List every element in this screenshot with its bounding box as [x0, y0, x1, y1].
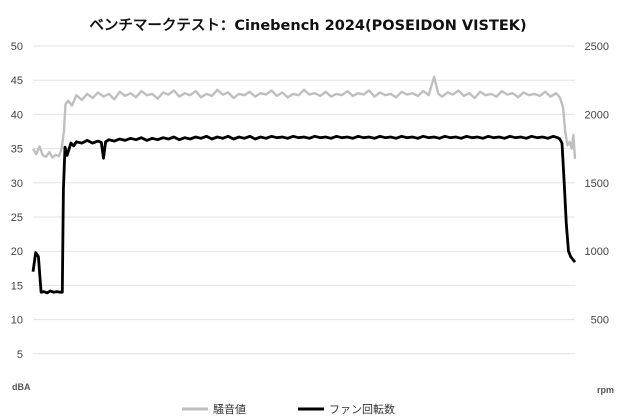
legend: 騒音値 ファン回転数: [182, 402, 395, 416]
chart-title: ベンチマークテスト：Cinebench 2024(POSEIDON VISTEK…: [89, 17, 526, 34]
noise-series-line: [31, 75, 577, 159]
left-tick-label: 10: [11, 315, 23, 327]
right-axis-unit: rpm: [597, 385, 614, 395]
legend-label: ファン回転数: [329, 403, 395, 416]
left-tick-label: 45: [11, 75, 23, 87]
left-tick-label: 35: [11, 144, 23, 156]
left-tick-label: 50: [11, 41, 23, 53]
series-lines: [31, 75, 577, 295]
left-tick-label: 30: [11, 178, 23, 190]
left-tick-label: 5: [17, 349, 23, 361]
left-axis-ticks: 5 10 15 20 25 30 35 40 45 50: [11, 41, 23, 361]
right-tick-label: 2000: [585, 109, 609, 121]
gridlines: [33, 45, 575, 355]
fan-rpm-series-line: [31, 134, 577, 295]
legend-label: 騒音値: [213, 402, 246, 416]
right-tick-label: 1000: [585, 246, 609, 258]
right-tick-label: 500: [591, 315, 609, 327]
right-tick-label: 1500: [585, 178, 609, 190]
left-tick-label: 25: [11, 212, 23, 224]
right-tick-label: 2500: [585, 41, 609, 53]
left-tick-label: 20: [11, 246, 23, 258]
left-tick-label: 40: [11, 109, 23, 121]
left-axis-unit: dBA: [12, 382, 31, 392]
left-tick-label: 15: [11, 280, 23, 292]
right-axis-ticks: 500 1000 1500 2000 2500: [585, 41, 609, 327]
